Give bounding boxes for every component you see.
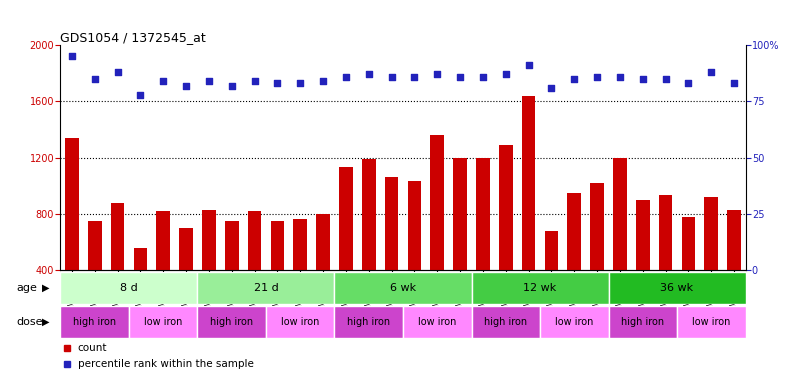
Bar [88, 221, 102, 326]
Point [65, 53, 78, 59]
Point [339, 74, 352, 80]
Point [271, 80, 284, 86]
Text: high iron: high iron [210, 316, 253, 327]
Point [704, 69, 717, 75]
Text: 6 wk: 6 wk [390, 283, 416, 293]
Bar [202, 210, 216, 326]
Text: age: age [16, 283, 37, 293]
Text: 36 wk: 36 wk [660, 283, 694, 293]
Point [430, 71, 443, 77]
Text: 12 wk: 12 wk [523, 283, 557, 293]
Text: dose: dose [16, 316, 43, 327]
Bar [225, 221, 239, 326]
Point [591, 74, 604, 80]
Point [408, 74, 421, 80]
Text: 8 d: 8 d [120, 283, 138, 293]
Point [636, 76, 649, 82]
Text: GDS1054 / 1372545_at: GDS1054 / 1372545_at [60, 31, 206, 44]
Bar [271, 221, 285, 326]
Bar [682, 217, 696, 326]
Bar [134, 248, 147, 326]
Bar [110, 202, 124, 326]
Bar [60, 272, 197, 304]
Bar [65, 138, 79, 326]
Bar [266, 306, 334, 338]
Bar [472, 272, 609, 304]
Bar [613, 158, 627, 326]
Bar [476, 158, 490, 326]
Point [293, 80, 306, 86]
Bar [677, 306, 746, 338]
Bar [704, 197, 718, 326]
Bar [247, 211, 261, 326]
Text: high iron: high iron [484, 316, 527, 327]
Bar [609, 306, 677, 338]
Text: percentile rank within the sample: percentile rank within the sample [77, 359, 253, 369]
Point [476, 74, 489, 80]
Point [659, 76, 672, 82]
Text: low iron: low iron [144, 316, 182, 327]
Bar [727, 210, 741, 326]
Bar [567, 193, 581, 326]
Point [248, 78, 261, 84]
Point [567, 76, 580, 82]
Text: 21 d: 21 d [254, 283, 278, 293]
Bar [430, 135, 444, 326]
Bar [384, 177, 398, 326]
Point [180, 82, 193, 88]
Bar [453, 158, 467, 326]
Point [156, 78, 169, 84]
Point [317, 78, 330, 84]
Bar [590, 183, 604, 326]
Point [522, 62, 535, 68]
Text: ▶: ▶ [42, 316, 50, 327]
Bar [197, 272, 334, 304]
Bar [339, 167, 353, 326]
Bar [334, 272, 472, 304]
Text: high iron: high iron [347, 316, 390, 327]
Point [225, 82, 239, 88]
Bar [129, 306, 197, 338]
Bar [362, 159, 376, 326]
Text: low iron: low iron [418, 316, 456, 327]
Text: high iron: high iron [73, 316, 116, 327]
Text: low iron: low iron [555, 316, 593, 327]
Bar [540, 306, 609, 338]
Bar [334, 306, 403, 338]
Point [134, 92, 147, 98]
Point [111, 69, 124, 75]
Bar [521, 96, 535, 326]
Point [385, 74, 398, 80]
Point [613, 74, 626, 80]
Bar [408, 182, 422, 326]
Bar [156, 211, 170, 326]
Point [454, 74, 467, 80]
Point [362, 71, 375, 77]
Text: ▶: ▶ [42, 283, 50, 293]
Point [499, 71, 512, 77]
Point [545, 85, 558, 91]
Point [202, 78, 215, 84]
Bar [545, 231, 559, 326]
Bar [609, 272, 746, 304]
Text: low iron: low iron [281, 316, 319, 327]
Bar [60, 306, 129, 338]
Bar [472, 306, 540, 338]
Bar [197, 306, 266, 338]
Text: count: count [77, 343, 107, 353]
Bar [293, 219, 307, 326]
Bar [659, 195, 672, 326]
Bar [636, 200, 650, 326]
Point [88, 76, 101, 82]
Point [728, 80, 741, 86]
Bar [316, 214, 330, 326]
Bar [179, 228, 193, 326]
Text: low iron: low iron [692, 316, 730, 327]
Bar [403, 306, 472, 338]
Point [682, 80, 695, 86]
Bar [499, 145, 513, 326]
Text: high iron: high iron [621, 316, 664, 327]
